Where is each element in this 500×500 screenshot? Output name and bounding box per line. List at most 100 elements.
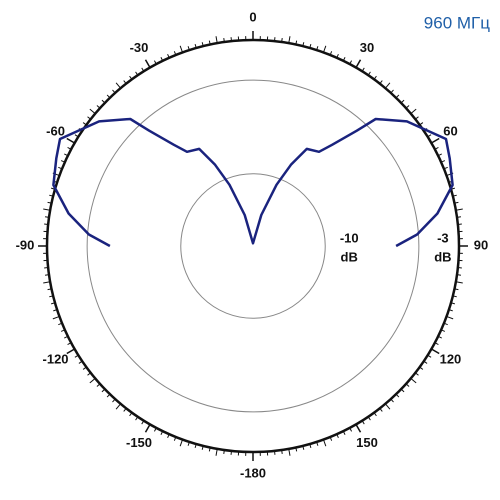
minor-tick bbox=[455, 208, 463, 211]
minor-tick bbox=[349, 427, 353, 432]
minor-tick bbox=[455, 281, 463, 284]
minor-tick bbox=[179, 45, 184, 53]
minor-tick bbox=[316, 441, 319, 446]
minor-tick bbox=[452, 194, 457, 197]
minor-tick bbox=[160, 430, 164, 435]
grid-circle bbox=[180, 173, 326, 319]
minor-tick bbox=[443, 166, 448, 170]
theta-tick bbox=[144, 59, 151, 68]
minor-tick bbox=[450, 302, 456, 305]
minor-tick bbox=[322, 45, 327, 53]
minor-tick bbox=[223, 37, 225, 43]
r-tick-label: -10 bbox=[340, 230, 359, 245]
theta-tick-label: 90 bbox=[474, 237, 488, 252]
minor-tick bbox=[101, 388, 106, 393]
minor-tick bbox=[400, 388, 405, 393]
minor-tick bbox=[367, 71, 371, 76]
minor-tick bbox=[342, 57, 346, 62]
minor-tick bbox=[223, 449, 225, 455]
minor-tick bbox=[60, 329, 66, 332]
theta-tick bbox=[66, 137, 75, 144]
minor-tick bbox=[194, 43, 197, 49]
minor-tick bbox=[440, 160, 446, 163]
minor-tick bbox=[434, 342, 439, 346]
minor-tick bbox=[160, 57, 164, 62]
annotation: 960 МГц bbox=[424, 13, 490, 32]
minor-tick bbox=[89, 108, 96, 114]
minor-tick bbox=[427, 354, 432, 358]
minor-tick bbox=[201, 42, 204, 47]
minor-tick bbox=[215, 36, 218, 44]
minor-tick bbox=[419, 122, 424, 126]
minor-tick bbox=[123, 408, 127, 412]
minor-tick bbox=[281, 449, 283, 455]
minor-tick bbox=[295, 40, 298, 45]
minor-tick bbox=[454, 201, 459, 204]
minor-tick bbox=[288, 448, 291, 456]
minor-tick bbox=[43, 208, 51, 211]
r-tick-label: -3 bbox=[437, 230, 449, 245]
minor-tick bbox=[115, 82, 121, 89]
minor-tick bbox=[410, 108, 417, 114]
minor-tick bbox=[437, 335, 442, 339]
theta-tick-label: 0 bbox=[249, 9, 256, 24]
minor-tick bbox=[49, 194, 54, 197]
minor-tick bbox=[361, 420, 365, 425]
minor-tick bbox=[336, 433, 339, 439]
minor-tick bbox=[96, 105, 101, 109]
minor-tick bbox=[373, 75, 377, 80]
minor-tick bbox=[153, 60, 157, 65]
minor-tick bbox=[123, 80, 127, 84]
minor-tick bbox=[452, 295, 457, 298]
minor-tick bbox=[419, 366, 424, 370]
minor-tick bbox=[302, 42, 305, 47]
minor-tick bbox=[167, 433, 170, 439]
minor-tick bbox=[361, 67, 365, 72]
minor-tick bbox=[47, 288, 52, 291]
minor-tick bbox=[173, 436, 177, 441]
minor-tick bbox=[385, 403, 391, 410]
minor-tick bbox=[415, 116, 419, 120]
theta-tick-label: -30 bbox=[130, 40, 149, 55]
minor-tick bbox=[115, 403, 121, 410]
minor-tick bbox=[135, 416, 139, 421]
minor-tick bbox=[281, 37, 283, 43]
r-unit-label: dB bbox=[434, 249, 451, 264]
minor-tick bbox=[187, 441, 190, 446]
minor-tick bbox=[434, 146, 439, 150]
minor-tick bbox=[456, 274, 462, 276]
minor-tick bbox=[454, 288, 459, 291]
minor-tick bbox=[379, 408, 383, 412]
minor-tick bbox=[89, 378, 96, 384]
minor-tick bbox=[74, 354, 79, 358]
minor-tick bbox=[194, 443, 197, 449]
minor-tick bbox=[67, 342, 72, 346]
minor-tick bbox=[395, 94, 400, 99]
minor-tick bbox=[187, 46, 190, 51]
minor-tick bbox=[456, 216, 462, 218]
minor-tick bbox=[329, 436, 333, 441]
minor-tick bbox=[423, 360, 428, 364]
minor-tick bbox=[153, 427, 157, 432]
minor-tick bbox=[44, 216, 50, 218]
r-unit-label: dB bbox=[341, 249, 358, 264]
minor-tick bbox=[60, 160, 66, 163]
theta-tick bbox=[431, 137, 440, 144]
minor-tick bbox=[309, 443, 312, 449]
minor-tick bbox=[53, 309, 58, 312]
pattern-line bbox=[52, 117, 454, 248]
minor-tick bbox=[135, 71, 139, 76]
minor-tick bbox=[96, 383, 101, 387]
minor-tick bbox=[446, 315, 454, 320]
theta-tick bbox=[355, 424, 362, 433]
minor-tick bbox=[64, 153, 69, 157]
theta-tick-label: 30 bbox=[360, 40, 374, 55]
minor-tick bbox=[74, 134, 79, 138]
minor-tick bbox=[437, 153, 442, 157]
minor-tick bbox=[201, 445, 204, 450]
minor-tick bbox=[367, 416, 371, 421]
minor-tick bbox=[129, 412, 133, 417]
minor-tick bbox=[215, 448, 218, 456]
minor-tick bbox=[295, 447, 298, 452]
